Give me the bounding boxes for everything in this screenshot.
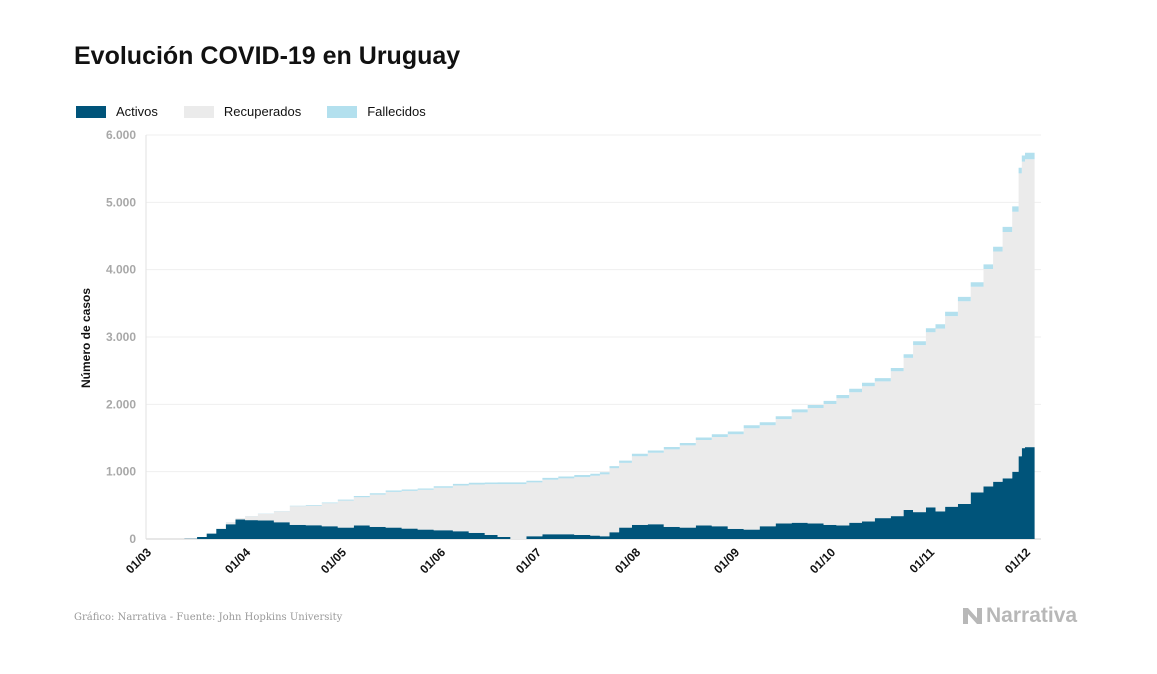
y-axis-label: Número de casos <box>79 288 93 388</box>
legend-item-recuperados: Recuperados <box>183 104 302 119</box>
x-tick-label: 01/03 <box>123 545 154 576</box>
x-tick-label: 01/08 <box>612 545 643 576</box>
x-tick-label: 01/04 <box>222 545 253 576</box>
x-tick-label: 01/07 <box>513 545 544 576</box>
y-tick-label: 2.000 <box>106 397 136 411</box>
x-tick-label: 01/05 <box>318 545 349 576</box>
y-tick-label: 0 <box>129 532 136 546</box>
x-tick-label: 01/09 <box>711 545 742 576</box>
narrativa-logo-icon <box>963 608 982 624</box>
x-tick-label: 01/06 <box>417 545 448 576</box>
y-tick-label: 4.000 <box>106 263 136 277</box>
legend: Activos Recuperados Fallecidos <box>76 104 452 119</box>
source-note: Gráfico: Narrativa - Fuente: John Hopkin… <box>74 612 343 623</box>
chart-title: Evolución COVID-19 en Uruguay <box>74 42 461 70</box>
x-tick-label: 01/12 <box>1002 545 1033 576</box>
legend-swatch-activos <box>76 105 106 118</box>
legend-item-fallecidos: Fallecidos <box>327 104 426 119</box>
legend-swatch-fallecidos <box>327 105 358 118</box>
x-tick-label: 01/10 <box>807 545 838 576</box>
legend-swatch-recuperados <box>183 105 214 118</box>
y-tick-label: 5.000 <box>106 195 136 209</box>
area-activos <box>184 447 1035 539</box>
legend-label-fallecidos: Fallecidos <box>367 104 426 119</box>
narrativa-logo: Narrativa <box>962 604 1077 628</box>
legend-label-activos: Activos <box>116 104 158 119</box>
x-tick-label: 01/11 <box>907 545 938 576</box>
legend-item-activos: Activos <box>76 104 158 119</box>
y-tick-label: 3.000 <box>106 330 136 344</box>
area-recuperados <box>184 159 1035 539</box>
y-tick-label: 6.000 <box>106 128 136 142</box>
legend-label-recuperados: Recuperados <box>223 104 302 119</box>
y-tick-label: 1.000 <box>106 465 136 479</box>
narrativa-logo-text: Narrativa <box>986 604 1078 627</box>
